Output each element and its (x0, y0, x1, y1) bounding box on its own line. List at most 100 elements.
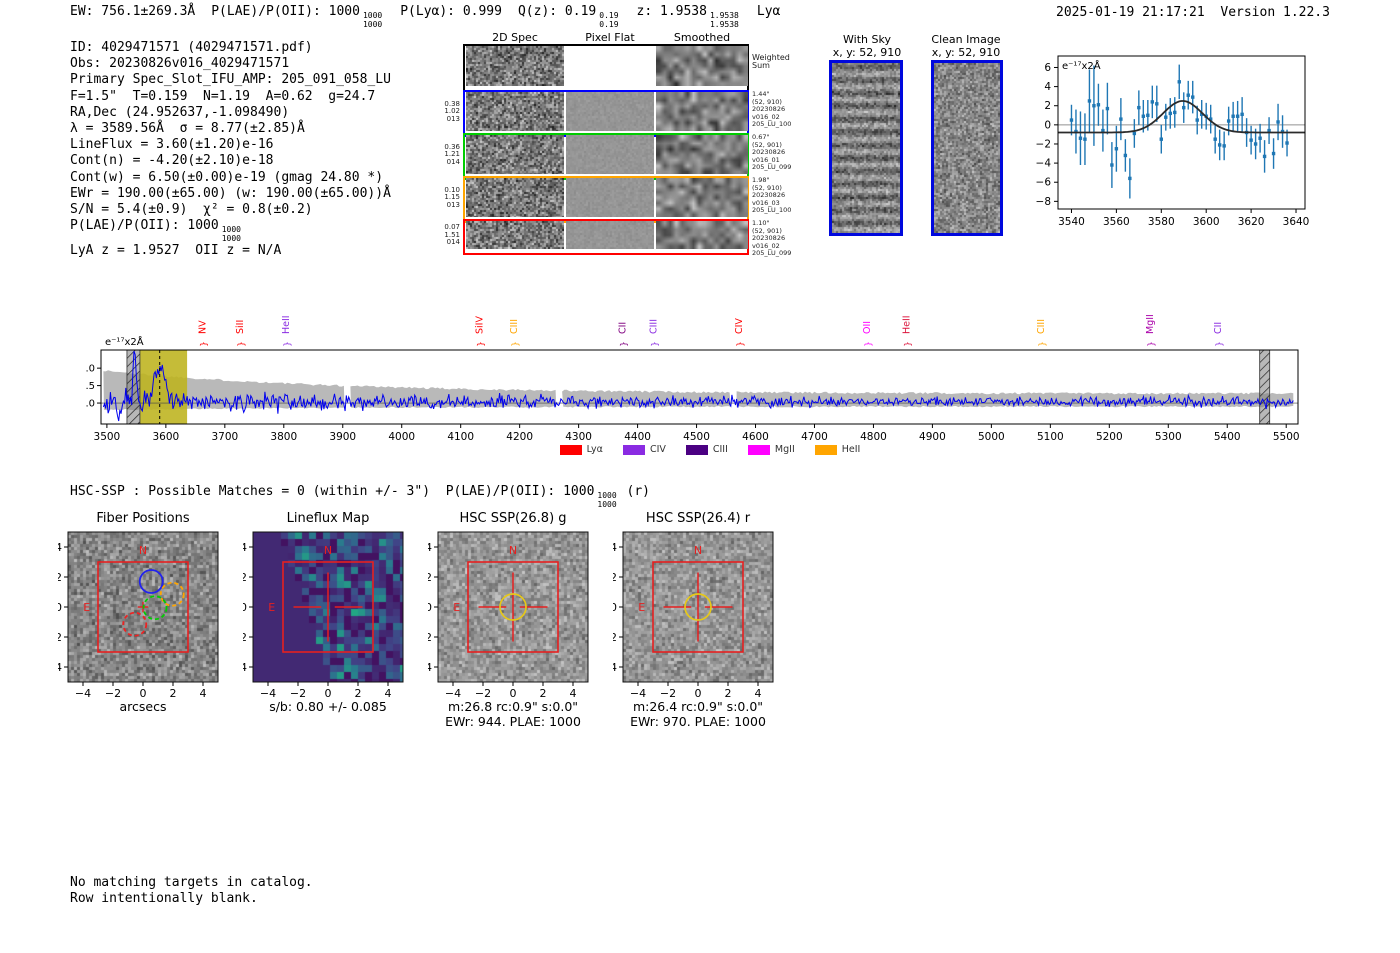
with-sky-frame (829, 60, 903, 236)
x-tick-label: 4100 (447, 431, 474, 443)
spectrum-legend: Lyα CIV CIII MgII HeII (500, 444, 920, 455)
cutout-overlay: N E −4 −2 0 2 4 4 2 0 −2 −4 (416, 531, 589, 700)
x-tick-label: 4800 (860, 431, 887, 443)
legend-label: HeII (841, 444, 861, 455)
info-line: S/N = 5.4(±0.9) χ² = 0.8(±0.2) (70, 202, 313, 218)
data-point (1159, 137, 1163, 141)
smoothed-image (656, 178, 748, 217)
clean-image-frame (931, 60, 1003, 236)
spec2d-image (466, 92, 564, 131)
data-point (1276, 120, 1280, 124)
y-tick-label: 0 (613, 601, 617, 614)
legend-swatch (814, 444, 837, 455)
spec2d-right-label-line: 1.98" (752, 176, 770, 184)
data-point (1208, 117, 1213, 121)
y-tick-label: 4 (428, 541, 432, 554)
data-point (1155, 102, 1159, 106)
cutout-title: HSC SSP(26.8) g (459, 511, 567, 526)
x-tick-label: 0 (325, 687, 332, 700)
y-tick-label: 0.0 (85, 399, 95, 410)
x-tick-label: −4 (445, 687, 461, 700)
masked-region-band (1259, 349, 1271, 425)
spec2d-right-label-line: 205_LU_100 (752, 206, 792, 215)
y-tick-label: 4 (58, 541, 62, 554)
data-point (1164, 115, 1168, 119)
x-tick-label: 3900 (329, 431, 356, 443)
data-point (1137, 105, 1141, 110)
aperture-circle (499, 593, 527, 621)
extraction-box (97, 561, 189, 653)
data-point (1231, 114, 1235, 118)
full-spectrum-plot: 3500 3600 3700 3800 3900 4000 4100 4200 4300 4400… (79, 298, 1330, 474)
x-tick-label: −4 (75, 687, 91, 700)
compass-north-label: N (139, 544, 147, 557)
gaussian-fit-line (1058, 100, 1305, 134)
pixel-flat-image (566, 221, 654, 249)
x-tick-label: 4 (385, 687, 392, 700)
x-tick-label: 5400 (1214, 431, 1241, 443)
x-tick-label: 4000 (388, 431, 415, 443)
spec2d-left-label-line: 013 (446, 200, 460, 209)
x-tick-label: 0 (510, 687, 517, 700)
x-tick-label: 2 (725, 687, 732, 700)
spec2d-row-right-label: 1.10" (52, 901) 20230826 v016_02 205_LU_099 (752, 219, 814, 258)
col-header-pixel-flat: Pixel Flat (585, 31, 635, 44)
info-line: LyA z = 1.9527 OII z = N/A (70, 243, 282, 259)
emission-line-label: SiII (235, 320, 246, 334)
spec2d-right-label-line: (52, 910) (752, 183, 782, 192)
line-marker-brace: { (509, 341, 519, 347)
x-tick-label: −2 (475, 687, 491, 700)
y-tick-label: 0 (428, 601, 432, 614)
clean-image (934, 63, 1000, 233)
y-tick-label: 4 (243, 541, 247, 554)
smoothed-image (656, 46, 748, 86)
x-tick-label: 2 (355, 687, 362, 700)
data-point (1280, 129, 1285, 134)
data-point (1092, 104, 1096, 108)
header-segment: P(Lyα): 0.999 (400, 4, 502, 19)
header-segment: EW: 756.1±269.3Å (70, 4, 196, 19)
data-point (1249, 138, 1253, 142)
x-tick-label: 5200 (1096, 431, 1123, 443)
stacked-fraction: 1000 1000 (221, 225, 241, 243)
line-marker-brace: { (1146, 341, 1156, 347)
emission-line-label: NV (198, 320, 209, 334)
spec2d-image (466, 221, 564, 249)
stacked-fraction: 0.19 0.19 (599, 11, 619, 29)
data-point (1222, 144, 1226, 148)
data-point (1101, 128, 1105, 133)
report-version: Version 1.22.3 (1220, 5, 1330, 20)
data-point (1182, 105, 1186, 110)
x-tick-label: −2 (660, 687, 676, 700)
y-tick-label: −2 (58, 631, 62, 644)
spec2d-right-label-line: v016_02 (752, 112, 780, 121)
spec2d-left-label-line: 0.10 (444, 185, 460, 194)
x-tick-label: 5100 (1037, 431, 1064, 443)
data-point (1132, 131, 1137, 136)
line-marker-brace: { (618, 341, 628, 347)
data-point (1235, 114, 1240, 118)
x-tick-label: 5000 (978, 431, 1005, 443)
y-tick-label: −2 (428, 631, 432, 644)
spec2d-left-label-line: 0.07 (444, 223, 460, 231)
info-line: Obs: 20230826v016_4029471571 (70, 56, 290, 72)
y-tick-label: −4 (1036, 158, 1052, 170)
y-tick-label: 2 (428, 571, 432, 584)
cutout-xlabel: m:26.4 rc:0.9" s:0.0" (632, 699, 764, 714)
x-tick-label: 4200 (506, 431, 533, 443)
fiber-circle (122, 611, 148, 637)
x-tick-label: 3620 (1238, 216, 1265, 228)
y-tick-label: 6 (1044, 62, 1051, 74)
info-line: EWr = 190.00(±65.00) (w: 190.00(±65.00))… (70, 185, 391, 201)
data-point (1226, 119, 1231, 123)
info-line: Cont(n) = -4.20(±2.10)e-18 (70, 153, 274, 169)
data-point (1240, 112, 1244, 117)
x-tick-label: 3580 (1148, 216, 1175, 228)
data-point (1123, 153, 1128, 158)
info-line: λ = 3589.56Å σ = 8.77(±2.85)Å (70, 121, 305, 137)
legend-item: MgII (747, 444, 795, 455)
data-point (1146, 113, 1150, 117)
y-tick-label: −2 (243, 631, 247, 644)
info-line: Cont(w) = 6.50(±0.00)e-19 (gmag 24.80 *) (70, 169, 384, 185)
